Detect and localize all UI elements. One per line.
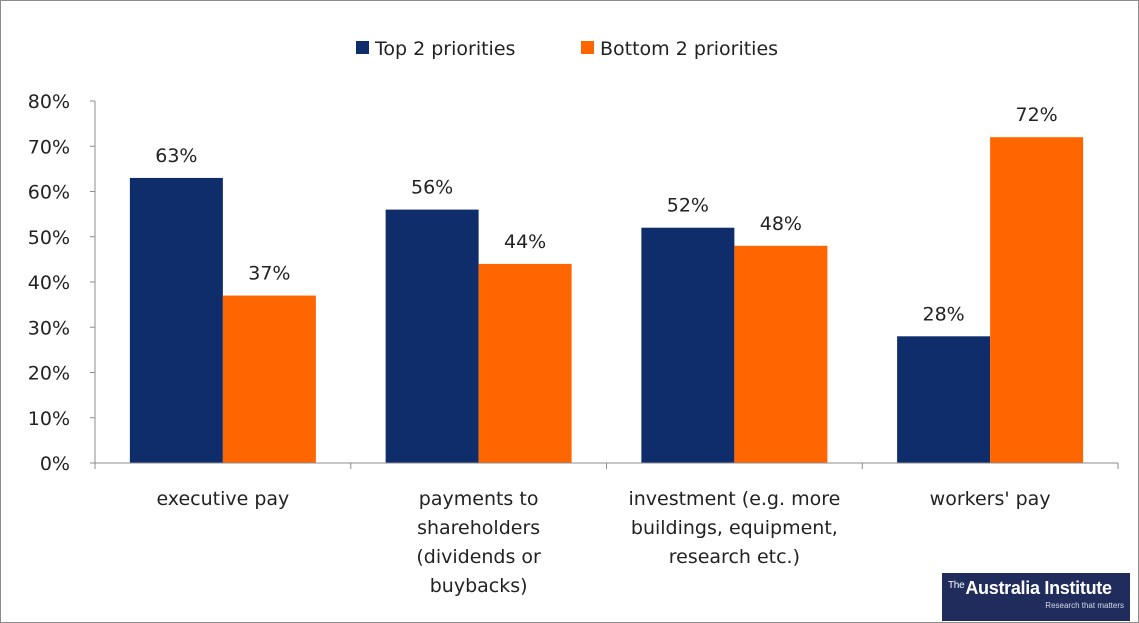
y-tick-label: 10% bbox=[28, 408, 70, 430]
data-label: 48% bbox=[760, 213, 802, 235]
bar bbox=[641, 227, 735, 463]
category-label-line: workers' pay bbox=[930, 488, 1051, 510]
category-label: payments to shareholders (dividends or buyb… bbox=[416, 488, 541, 597]
y-tick-label: 50% bbox=[28, 227, 70, 249]
y-tick-label: 60% bbox=[28, 182, 70, 204]
bar bbox=[385, 209, 479, 463]
logo-the: The bbox=[948, 580, 965, 591]
bars: 63% 37% 56% 44% 52% 48% 28% 72% bbox=[129, 104, 1084, 464]
legend-label: Top 2 priorities bbox=[374, 38, 515, 60]
category-label-line: (dividends or bbox=[416, 546, 541, 568]
y-tick-label: 80% bbox=[28, 91, 70, 113]
bar bbox=[478, 263, 572, 463]
category-label: executive pay bbox=[156, 488, 289, 510]
logo-wordmark: TheAustralia Institute bbox=[948, 578, 1124, 599]
australia-institute-logo: TheAustralia Institute Research that mat… bbox=[942, 573, 1130, 621]
data-label: 52% bbox=[667, 195, 709, 217]
y-tick-label: 20% bbox=[28, 363, 70, 385]
data-label: 56% bbox=[411, 177, 453, 199]
category-label-line: executive pay bbox=[156, 488, 289, 510]
y-tick-label: 30% bbox=[28, 317, 70, 339]
y-tick-label: 40% bbox=[28, 272, 70, 294]
y-tick-label: 0% bbox=[40, 453, 70, 475]
bar bbox=[897, 336, 991, 463]
category-label: investment (e.g. more buildings, equipmen… bbox=[628, 488, 840, 568]
category-label: workers' pay bbox=[930, 488, 1051, 510]
y-tick-label: 70% bbox=[28, 136, 70, 158]
category-label-line: research etc.) bbox=[669, 546, 800, 568]
y-axis: 0% 10% 20% 30% 40% 50% 60% 70% 80% bbox=[28, 91, 96, 475]
legend: Top 2 priorities Bottom 2 priorities bbox=[356, 38, 778, 60]
legend-label: Bottom 2 priorities bbox=[600, 38, 778, 60]
bar bbox=[990, 137, 1084, 463]
category-label-line: investment (e.g. more bbox=[628, 488, 840, 510]
data-label: 28% bbox=[923, 303, 965, 325]
data-label: 44% bbox=[504, 231, 546, 253]
data-label: 37% bbox=[248, 263, 290, 285]
data-label: 72% bbox=[1016, 104, 1058, 126]
category-label-line: buildings, equipment, bbox=[631, 517, 838, 539]
category-label-line: shareholders bbox=[417, 517, 540, 539]
logo-name: Australia Institute bbox=[965, 578, 1112, 598]
bar bbox=[222, 295, 316, 463]
x-axis: executive pay payments to shareholders (div… bbox=[94, 462, 1119, 597]
bar bbox=[129, 177, 223, 464]
category-label-line: buybacks) bbox=[430, 575, 528, 597]
bar bbox=[734, 245, 828, 463]
data-label: 63% bbox=[155, 145, 197, 167]
category-label-line: payments to bbox=[419, 488, 539, 510]
legend-swatch bbox=[581, 41, 594, 54]
legend-swatch bbox=[356, 41, 369, 54]
logo-tagline: Research that matters bbox=[1045, 601, 1124, 610]
